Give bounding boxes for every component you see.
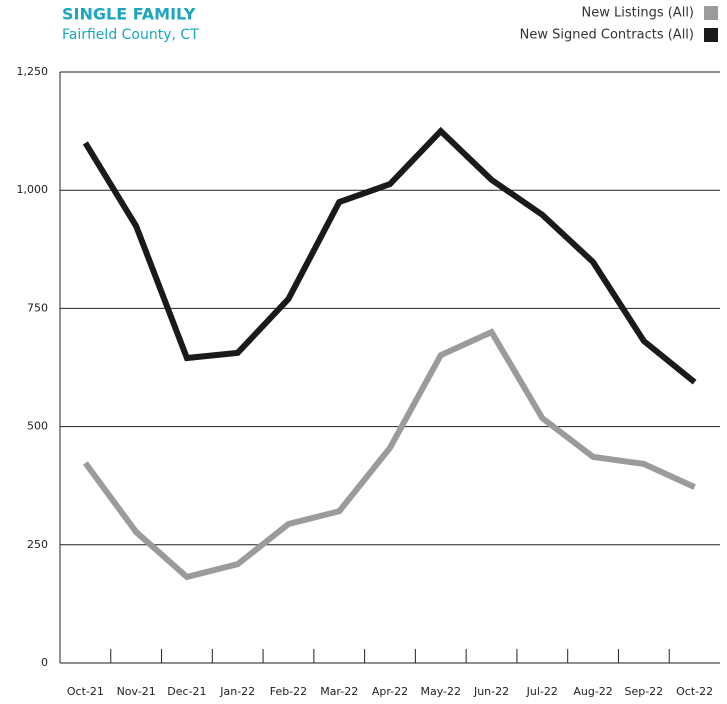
x-tick-label: Dec-21 [167, 685, 206, 698]
x-tick-label: Jul-22 [526, 685, 558, 698]
line-series [82, 126, 697, 385]
y-tick-label: 750 [27, 301, 48, 314]
y-tick-label: 1,000 [17, 183, 49, 196]
legend-swatch [704, 6, 718, 20]
x-tick-label: May-22 [421, 685, 462, 698]
x-tick-label: Feb-22 [270, 685, 307, 698]
legend-swatch [704, 28, 718, 42]
x-tick-label: Jan-22 [219, 685, 255, 698]
x-tick-label: Aug-22 [573, 685, 612, 698]
line-series [82, 328, 696, 581]
x-tick-label: Sep-22 [624, 685, 663, 698]
chart-title: SINGLE FAMILY [62, 5, 196, 24]
x-tick-label: Oct-21 [67, 685, 104, 698]
x-tick-label: Jun-22 [473, 685, 509, 698]
y-tick-label: 250 [27, 538, 48, 551]
chart-subtitle: Fairfield County, CT [62, 27, 199, 43]
legend-label: New Signed Contracts (All) [520, 28, 694, 43]
x-tick-label: Mar-22 [320, 685, 358, 698]
y-tick-label: 500 [27, 420, 48, 433]
legend-label: New Listings (All) [582, 6, 694, 21]
y-tick-label: 1,250 [17, 65, 49, 78]
x-tick-label: Apr-22 [372, 685, 408, 698]
x-tick-label: Oct-22 [676, 685, 713, 698]
y-tick-label: 0 [41, 656, 48, 669]
x-tick-label: Nov-21 [117, 685, 156, 698]
